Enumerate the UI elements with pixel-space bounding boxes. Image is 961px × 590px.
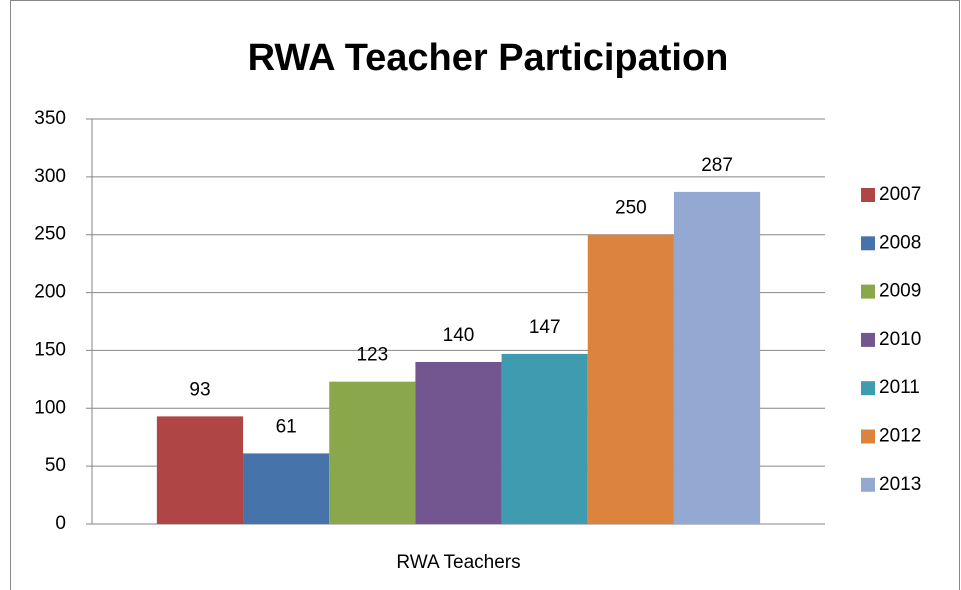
y-tick-label: 50 [45, 455, 66, 476]
y-tick-label: 100 [34, 397, 66, 418]
bar [415, 362, 502, 524]
data-label: 140 [443, 325, 475, 346]
chart-title: RWA Teacher Participation [248, 37, 729, 79]
legend-swatch [861, 477, 875, 492]
bar [501, 353, 588, 524]
data-label: 61 [276, 416, 297, 437]
bar [587, 234, 674, 524]
legend-label: 2013 [879, 474, 921, 495]
data-label: 287 [701, 155, 733, 176]
legend-label: 2007 [879, 184, 921, 205]
data-label: 93 [189, 379, 210, 400]
bar [329, 381, 416, 524]
bar [673, 191, 761, 524]
legend-swatch [861, 236, 875, 251]
bar [243, 453, 330, 524]
y-tick-label: 150 [34, 339, 66, 360]
legend-swatch [861, 188, 875, 202]
legend-swatch [861, 332, 875, 347]
legend-swatch [861, 284, 875, 299]
y-tick-label: 350 [34, 108, 66, 129]
y-tick-label: 0 [55, 513, 66, 534]
legend-swatch [861, 429, 875, 444]
bar [156, 416, 244, 524]
legend-label: 2012 [879, 426, 921, 447]
legend-label: 2011 [879, 377, 920, 398]
legend-label: 2008 [879, 232, 921, 253]
y-tick-label: 300 [34, 166, 66, 187]
legend-swatch [861, 381, 875, 396]
y-tick-label: 250 [34, 224, 66, 245]
data-label: 123 [356, 345, 388, 366]
legend-label: 2009 [879, 281, 921, 302]
x-tick-label: RWA Teachers [396, 552, 520, 573]
data-label: 250 [615, 198, 647, 219]
legend-label: 2010 [879, 329, 921, 350]
data-label: 147 [529, 317, 561, 338]
y-tick-label: 200 [34, 282, 66, 303]
